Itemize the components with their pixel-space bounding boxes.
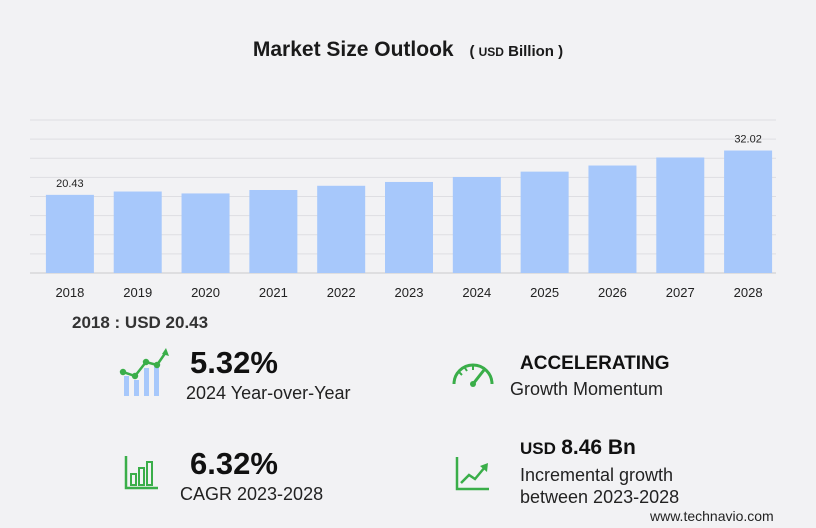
x-tick-label-2028: 2028 — [734, 285, 763, 300]
unit-currency: USD — [478, 45, 504, 59]
yoy-value: 5.32% — [190, 345, 278, 380]
bar-2025 — [520, 171, 569, 273]
base-year-summary: 2018 : USD 20.43 — [72, 313, 209, 332]
chart-title-unit: ( USD Billion ) — [469, 43, 563, 60]
bar-2020 — [181, 193, 230, 273]
speedometer-icon — [452, 363, 494, 387]
footer-site: www.technavio.com — [650, 508, 774, 524]
unit-open: ( — [469, 43, 475, 60]
cagr-label: CAGR 2023-2028 — [180, 484, 324, 504]
x-tick-label-2022: 2022 — [327, 285, 356, 300]
x-tick-label-2027: 2027 — [666, 285, 695, 300]
x-tick-label-2023: 2023 — [395, 285, 424, 300]
bar-2021 — [249, 189, 298, 273]
cagr-value: 6.32% — [190, 446, 278, 481]
growth-bars-icon — [119, 348, 169, 396]
x-tick-label-2020: 2020 — [191, 285, 220, 300]
bar-2022 — [317, 185, 366, 273]
x-tick-label-2026: 2026 — [598, 285, 627, 300]
chart-title: Market Size Outlook ( USD Billion ) — [0, 38, 816, 62]
bar-2026 — [588, 165, 637, 273]
unit-close: ) — [558, 43, 564, 60]
bar-2027 — [656, 157, 705, 273]
x-tick-label-2018: 2018 — [55, 285, 84, 300]
x-tick-label-2025: 2025 — [530, 285, 559, 300]
incremental-amount: 8.46 Bn — [561, 436, 636, 459]
chart-title-main: Market Size Outlook — [252, 38, 454, 61]
trend-line-icon — [455, 457, 489, 491]
incremental-value: USD 8.46 Bn — [520, 436, 636, 460]
momentum-value: ACCELERATING — [520, 353, 670, 374]
x-tick-label-2019: 2019 — [123, 285, 152, 300]
data-label-2018: 20.43 — [56, 178, 84, 190]
x-tick-label-2021: 2021 — [259, 285, 288, 300]
incremental-label-line2: between 2023-2028 — [520, 487, 680, 507]
bar-2023 — [385, 181, 433, 273]
yoy-label: 2024 Year-over-Year — [186, 383, 351, 403]
bar-chart: 2018 20.43 2019 2020 2021 2022 2023 2024 2025 202… — [30, 119, 776, 300]
incremental-currency: USD — [520, 439, 556, 458]
unit-label: Billion — [508, 43, 554, 60]
data-label-2028: 32.02 — [734, 134, 762, 146]
bar-2028 — [724, 150, 773, 273]
bar-2024 — [452, 176, 501, 273]
bar-2019 — [113, 191, 162, 273]
x-tick-label-2024: 2024 — [462, 285, 491, 300]
bar-chart-icon — [124, 456, 158, 490]
momentum-label: Growth Momentum — [510, 379, 664, 399]
bar-2018 — [45, 194, 94, 273]
incremental-label-line1: Incremental growth — [520, 465, 674, 485]
